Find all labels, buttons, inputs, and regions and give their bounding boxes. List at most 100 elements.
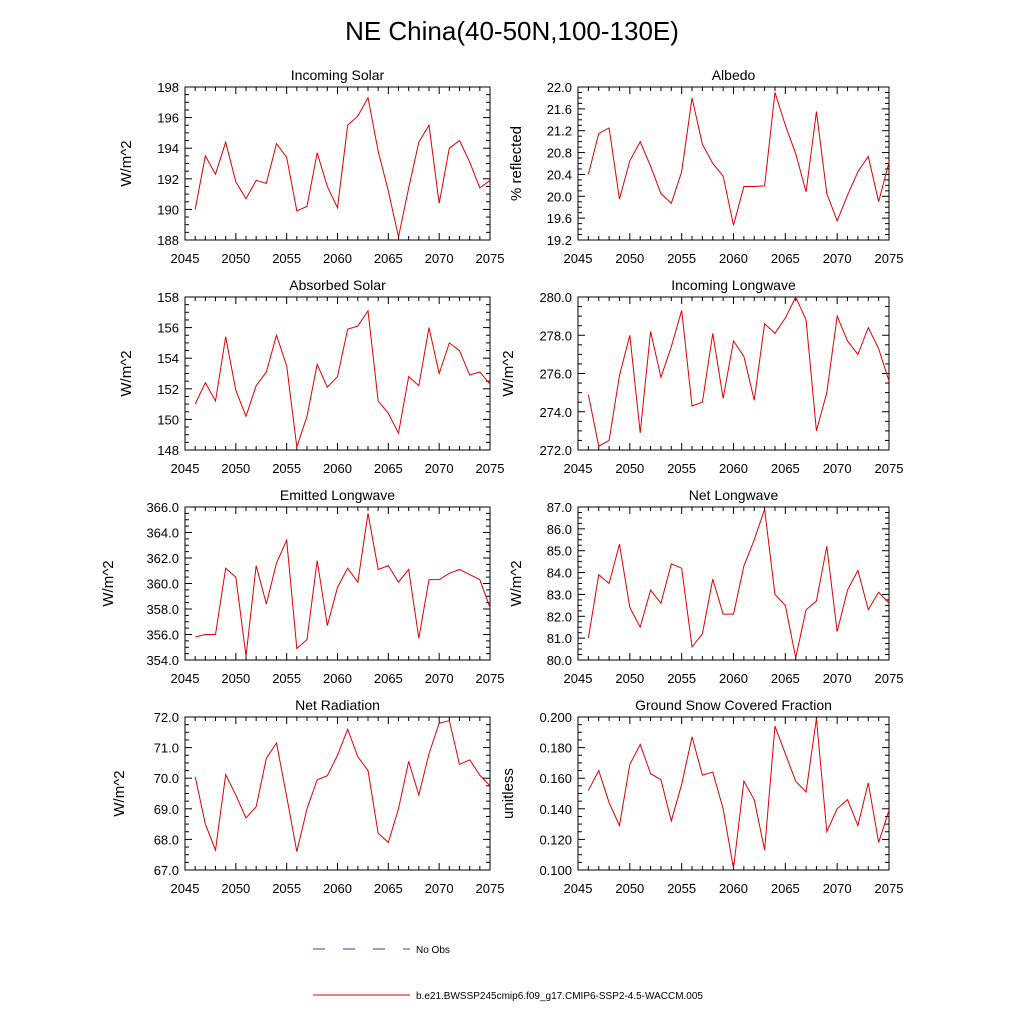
series-line [587, 92, 890, 226]
y-tick-label: 152 [157, 382, 179, 397]
x-tick-label: 2045 [171, 251, 200, 266]
y-tick-label: 190 [157, 202, 179, 217]
y-tick-label: 354.0 [146, 653, 179, 668]
y-tick-label: 0.200 [539, 710, 572, 725]
x-tick-label: 2045 [564, 881, 593, 896]
x-tick-label: 2065 [771, 461, 800, 476]
y-tick-label: 158 [157, 290, 179, 305]
y-tick-label: 156 [157, 321, 179, 336]
y-tick-label: 272.0 [539, 443, 572, 458]
y-tick-label: 154 [157, 351, 179, 366]
y-tick-label: 86.0 [547, 522, 572, 537]
x-tick-label: 2060 [323, 251, 352, 266]
x-tick-label: 2075 [476, 671, 505, 686]
panel-title: Emitted Longwave [280, 487, 395, 503]
y-tick-label: 360.0 [146, 577, 179, 592]
x-tick-label: 2045 [564, 251, 593, 266]
y-tick-label: 83.0 [547, 587, 572, 602]
y-tick-label: 68.0 [154, 832, 179, 847]
y-axis-label: % reflected [508, 126, 525, 201]
x-tick-label: 2075 [476, 251, 505, 266]
series-line [587, 718, 890, 869]
y-tick-label: 20.8 [547, 146, 572, 161]
x-tick-label: 2055 [667, 461, 696, 476]
y-tick-label: 82.0 [547, 609, 572, 624]
x-tick-label: 2045 [564, 671, 593, 686]
x-tick-label: 2070 [823, 461, 852, 476]
y-tick-label: 19.2 [547, 233, 572, 248]
x-tick-label: 2075 [875, 251, 904, 266]
legend: No Obs b.e21.BWSSP245cmip6.f09_g17.CMIP6… [313, 945, 703, 1002]
x-tick-label: 2070 [823, 881, 852, 896]
y-axis-label: W/m^2 [118, 140, 135, 186]
x-tick-label: 2075 [476, 881, 505, 896]
y-tick-label: 0.140 [539, 802, 572, 817]
series-line [194, 96, 491, 238]
x-tick-label: 2045 [171, 881, 200, 896]
x-tick-label: 2055 [272, 461, 301, 476]
y-tick-label: 69.0 [154, 802, 179, 817]
x-tick-label: 2075 [875, 881, 904, 896]
y-axis-label: W/m^2 [500, 350, 517, 396]
x-tick-label: 2060 [719, 671, 748, 686]
x-tick-label: 2070 [425, 461, 454, 476]
y-tick-label: 192 [157, 172, 179, 187]
y-tick-label: 70.0 [154, 771, 179, 786]
y-tick-label: 19.6 [547, 211, 572, 226]
panel-albedo: Albedo 2045 2050 2055 2060 2065 2070 2075 19.2 19… [508, 67, 903, 266]
x-tick-label: 2070 [425, 881, 454, 896]
y-tick-label: 72.0 [154, 710, 179, 725]
x-tick-label: 2075 [875, 461, 904, 476]
panel-title: Incoming Longwave [671, 277, 796, 293]
panel-title: Albedo [712, 67, 756, 83]
x-tick-label: 2075 [476, 461, 505, 476]
y-tick-label: 196 [157, 111, 179, 126]
y-tick-label: 84.0 [547, 566, 572, 581]
series-line [194, 720, 491, 853]
panel-title: Net Radiation [295, 697, 380, 713]
x-tick-label: 2055 [272, 881, 301, 896]
x-tick-label: 2070 [425, 251, 454, 266]
panel-incoming-longwave: Incoming Longwave 2045 2050 2055 2060 2065 207… [500, 277, 903, 476]
y-tick-label: 87.0 [547, 500, 572, 515]
plot-frame [184, 506, 491, 661]
y-tick-label: 150 [157, 412, 179, 427]
y-tick-label: 0.180 [539, 741, 572, 756]
panel-title: Incoming Solar [291, 67, 385, 83]
x-tick-label: 2045 [171, 671, 200, 686]
plot-frame [577, 296, 890, 451]
x-tick-label: 2050 [615, 671, 644, 686]
plot-frame [577, 86, 890, 241]
y-tick-label: 71.0 [154, 741, 179, 756]
panel-absorbed-solar: Absorbed Solar 2045 2050 2055 2060 2065 2070 20… [118, 277, 504, 476]
y-tick-label: 366.0 [146, 500, 179, 515]
x-tick-label: 2055 [272, 671, 301, 686]
y-tick-label: 21.6 [547, 102, 572, 117]
y-tick-label: 194 [157, 141, 179, 156]
x-tick-label: 2065 [374, 671, 403, 686]
y-tick-label: 364.0 [146, 526, 179, 541]
plot-frame [184, 296, 491, 451]
x-tick-label: 2065 [771, 881, 800, 896]
x-tick-label: 2045 [171, 461, 200, 476]
series-line [587, 509, 890, 658]
y-axis-label: W/m^2 [118, 350, 135, 396]
x-tick-label: 2065 [771, 671, 800, 686]
series-line [195, 513, 491, 657]
x-tick-label: 2055 [667, 881, 696, 896]
y-axis-label: unitless [500, 768, 517, 819]
series-line [587, 295, 890, 447]
y-tick-label: 81.0 [547, 631, 572, 646]
y-tick-label: 362.0 [146, 551, 179, 566]
x-tick-label: 2050 [221, 671, 250, 686]
x-tick-label: 2060 [323, 671, 352, 686]
y-axis-label: W/m^2 [508, 560, 525, 606]
y-tick-label: 278.0 [539, 328, 572, 343]
y-tick-label: 0.160 [539, 771, 572, 786]
x-tick-label: 2050 [221, 881, 250, 896]
y-tick-label: 356.0 [146, 628, 179, 643]
y-tick-label: 0.120 [539, 832, 572, 847]
panel-net-longwave: Net Longwave 2045 2050 2055 2060 2065 2070 2075… [508, 487, 903, 686]
y-tick-label: 80.0 [547, 653, 572, 668]
y-tick-label: 67.0 [154, 863, 179, 878]
